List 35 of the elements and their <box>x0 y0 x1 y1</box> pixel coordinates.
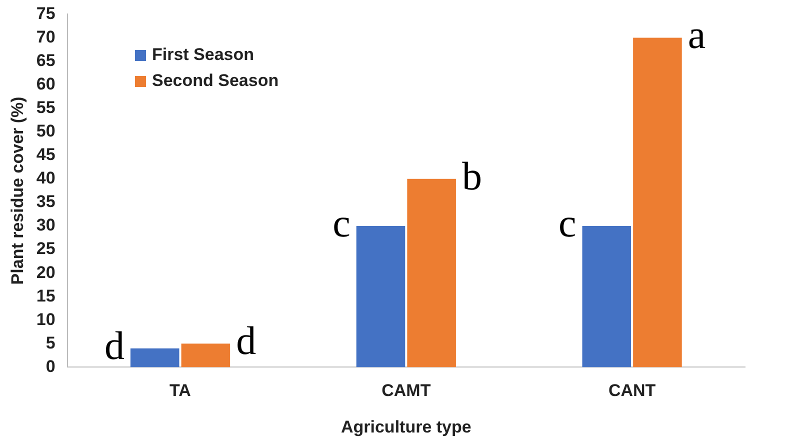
bar <box>633 38 682 368</box>
annotation: c <box>558 200 576 246</box>
legend-label: First Season <box>152 45 254 65</box>
bar <box>356 226 406 368</box>
annotation: c <box>332 200 350 246</box>
annotation: d <box>236 318 256 364</box>
bar <box>181 344 230 368</box>
y-axis-title: Plant residue cover (%) <box>8 96 27 285</box>
annotation: b <box>462 153 482 198</box>
bar <box>407 178 456 368</box>
y-tick-label: 10 <box>36 310 56 329</box>
bar <box>130 348 180 368</box>
annotation: a <box>688 12 706 58</box>
y-tick-label: 5 <box>46 333 56 352</box>
bar <box>582 226 632 368</box>
y-tick-label: 55 <box>36 98 56 118</box>
x-tick-label: CANT <box>608 381 656 400</box>
y-tick-label: 20 <box>36 262 56 282</box>
y-tick-label: 30 <box>36 216 56 235</box>
y-tick-label: 25 <box>36 239 56 258</box>
x-axis-title: Agriculture type <box>340 417 472 436</box>
y-tick-label: 35 <box>36 192 56 212</box>
y-tick-label: 75 <box>36 4 56 23</box>
x-tick-label: TA <box>170 381 191 400</box>
y-tick-label: 45 <box>36 145 56 164</box>
x-tick-label: CAMT <box>382 381 432 400</box>
y-tick-label: 60 <box>36 74 56 94</box>
y-tick-label: 65 <box>36 50 56 70</box>
annotation: d <box>104 322 124 368</box>
y-tick-label: 70 <box>36 27 56 46</box>
legend-label: Second Season <box>152 71 279 91</box>
y-tick-label: 40 <box>36 168 56 188</box>
y-tick-label: 50 <box>36 122 56 141</box>
y-tick-label: 15 <box>36 286 56 306</box>
y-tick-label: 0 <box>46 356 56 376</box>
